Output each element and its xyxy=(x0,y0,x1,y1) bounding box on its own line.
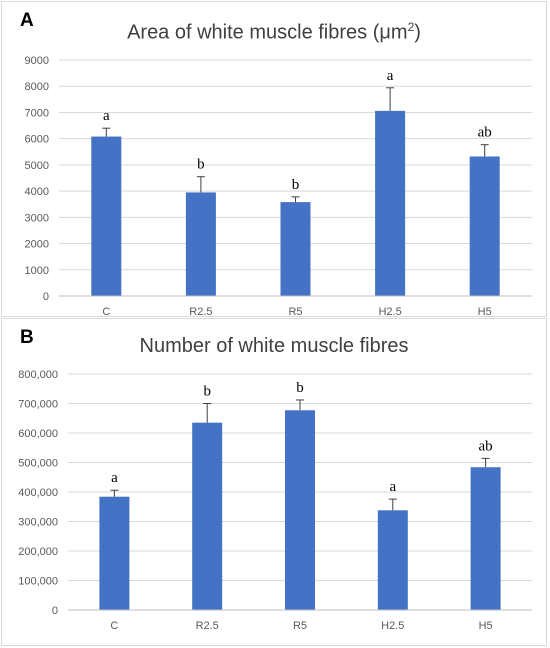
chart-a-title: Area of white muscle fibres (μm2) xyxy=(2,20,546,45)
chart-a-ytick-label: 4000 xyxy=(25,186,49,198)
chart-a-plot: 0 1000 2000 3000 4000 5000 6000 7000 8000 9000 a Cb… xyxy=(25,55,532,318)
chart-b-bar xyxy=(192,422,223,610)
chart-b-ytick-label: 100,000 xyxy=(18,576,58,588)
chart-b-ytick-label: 700,000 xyxy=(18,399,58,411)
chart-b-significance-label: ab xyxy=(479,438,493,454)
chart-a-bar xyxy=(280,202,311,296)
chart-a-ytick-label: 6000 xyxy=(25,134,49,146)
chart-b-ytick-label: 800,000 xyxy=(18,369,58,381)
chart-a-xtick-label: R5 xyxy=(288,306,302,318)
chart-a-ytick-label: 2000 xyxy=(25,239,49,251)
chart-a-bar xyxy=(91,136,122,296)
chart-b-xtick-label: C xyxy=(110,620,118,632)
chart-b-ytick-label: 300,000 xyxy=(18,517,58,529)
chart-a-significance-label: b xyxy=(292,177,300,193)
chart-b-bar xyxy=(470,467,501,610)
chart-b-title: Number of white muscle fibres xyxy=(2,335,546,358)
chart-a-ytick-label: 1000 xyxy=(25,265,49,277)
chart-a-ytick-label: 9000 xyxy=(25,55,49,67)
chart-b-xtick-label: R2.5 xyxy=(196,620,219,632)
chart-a-bar xyxy=(185,192,216,296)
chart-a-xtick-label: H5 xyxy=(478,306,492,318)
chart-a-bar xyxy=(375,110,406,296)
chart-a-significance-label: a xyxy=(387,68,394,84)
chart-a-title-sup: 2 xyxy=(407,20,415,34)
chart-b-ytick-label: 400,000 xyxy=(18,487,58,499)
chart-a-xtick-label: C xyxy=(102,306,110,318)
chart-a-significance-label: ab xyxy=(478,125,492,141)
chart-a-ytick-label: 7000 xyxy=(25,107,49,119)
chart-a-significance-label: a xyxy=(103,108,110,124)
chart-a-title-main: Area of white muscle fibres (μm xyxy=(127,21,408,44)
chart-b-bar xyxy=(377,510,408,610)
chart-b-ytick-label: 500,000 xyxy=(18,458,58,470)
chart-a-title-end: ) xyxy=(414,21,421,44)
chart-b-ytick-label: 0 xyxy=(52,605,58,617)
chart-b-title-main: Number of white muscle fibres xyxy=(139,335,409,357)
chart-b-xtick-label: R5 xyxy=(293,620,307,632)
chart-a-bar xyxy=(469,156,500,296)
chart-b-significance-label: a xyxy=(111,470,118,486)
chart-b-ytick-label: 200,000 xyxy=(18,546,58,558)
chart-a-significance-label: b xyxy=(197,157,205,173)
chart-b-significance-label: b xyxy=(203,384,211,400)
chart-b-ytick-label: 600,000 xyxy=(18,428,58,440)
chart-b-plot: 0 100,000 200,000 300,000 400,000 500,000 600,… xyxy=(18,369,532,632)
chart-a-ytick-label: 0 xyxy=(43,291,49,303)
chart-b-bar xyxy=(285,410,315,610)
chart-b-significance-label: b xyxy=(296,380,304,396)
chart-a-ytick-label: 8000 xyxy=(25,81,49,93)
chart-b-xtick-label: H2.5 xyxy=(381,620,404,632)
chart-a-ytick-label: 5000 xyxy=(25,160,49,172)
chart-b-bar xyxy=(99,496,130,610)
panel-label-b: B xyxy=(20,327,34,348)
chart-a-xtick-label: R2.5 xyxy=(189,306,212,318)
chart-a-ytick-label: 3000 xyxy=(25,212,49,224)
chart-a-xtick-label: H2.5 xyxy=(378,306,401,318)
chart-b-significance-label: a xyxy=(389,479,396,495)
chart-panel-b: 0 100,000 200,000 300,000 400,000 500,000 600,… xyxy=(1,318,547,646)
panel-label-a: A xyxy=(20,10,34,31)
chart-b-xtick-label: H5 xyxy=(479,620,493,632)
